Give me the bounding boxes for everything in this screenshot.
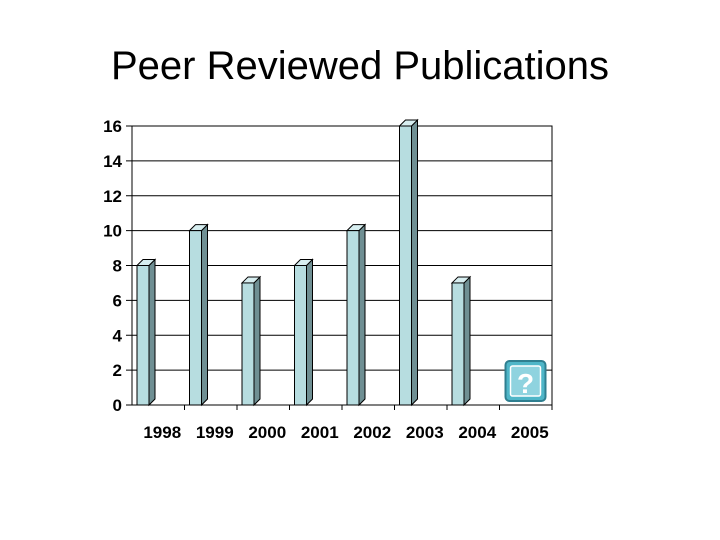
bar	[451, 282, 465, 406]
slide-title: Peer Reviewed Publications	[110, 44, 610, 88]
y-tick-label: 12	[103, 187, 122, 206]
y-tick-label: 2	[113, 361, 122, 380]
bar	[294, 265, 307, 406]
x-tick-label: 2001	[301, 423, 339, 442]
bar-side	[358, 223, 366, 407]
x-tick-label: 2004	[458, 423, 496, 442]
x-tick-label: 2005	[511, 423, 549, 442]
bar-side	[253, 275, 261, 407]
x-tick-label: 2003	[406, 423, 444, 442]
bar-side	[306, 258, 313, 407]
bar	[399, 125, 412, 406]
bar	[136, 265, 150, 406]
y-tick-label: 0	[113, 396, 122, 415]
x-tick-label: 1998	[143, 423, 181, 442]
x-tick-label: 2002	[353, 423, 391, 442]
y-tick-label: 10	[103, 222, 122, 241]
y-tick-label: 6	[113, 291, 122, 310]
help-question-icon-inner	[509, 365, 542, 397]
bar-side	[411, 118, 418, 407]
x-tick-label: 1999	[196, 423, 234, 442]
bar-side	[148, 258, 156, 407]
bar-side	[463, 275, 471, 407]
help-question-glyph: ?	[517, 368, 534, 399]
bar	[241, 282, 255, 406]
y-tick-label: 14	[103, 152, 122, 171]
bar	[189, 230, 202, 406]
y-tick-label: 4	[113, 326, 123, 345]
bar-side	[201, 223, 208, 407]
x-tick-label: 2000	[248, 423, 286, 442]
bar	[346, 230, 360, 406]
y-tick-label: 8	[113, 257, 122, 276]
y-tick-label: 16	[103, 117, 122, 136]
